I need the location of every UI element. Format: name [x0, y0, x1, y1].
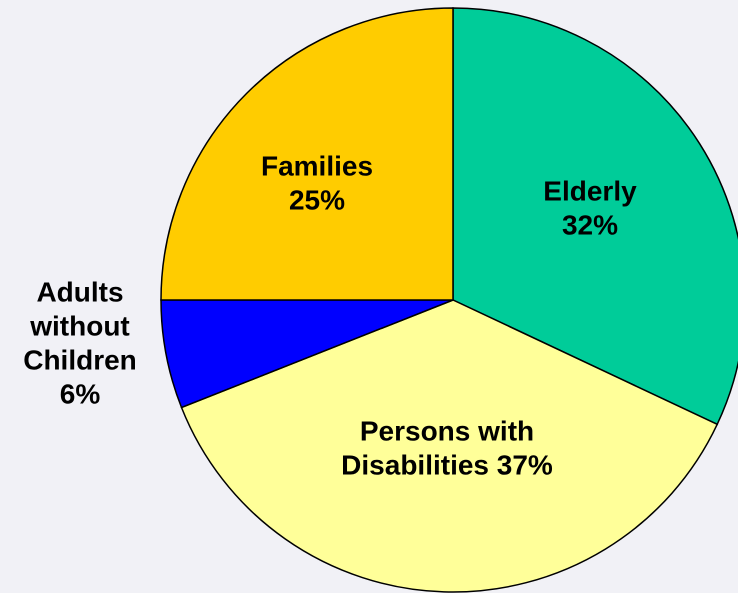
- pie-label-line: Elderly: [543, 175, 637, 206]
- pie-label-persons-with-disabilities: Persons with Disabilities 37%: [341, 415, 553, 480]
- pie-label-line: Adults: [36, 276, 123, 307]
- pie-label-line: Families: [261, 150, 373, 181]
- pie-labels: Elderly 32% Persons with Disabilities 37% Ad…: [23, 150, 637, 480]
- pie-slice-families: [160, 7, 454, 301]
- pie-slices: [160, 7, 738, 593]
- pie-label-line: 25%: [289, 184, 345, 215]
- pie-label-adults-without-children: Adults without Children 6%: [23, 276, 137, 409]
- pie-label-elderly: Elderly 32%: [543, 175, 637, 240]
- pie-label-line: 32%: [562, 209, 618, 240]
- pie-label-line: Children: [23, 344, 137, 375]
- pie-slice-elderly: [452, 7, 738, 426]
- pie-label-line: Persons with: [360, 415, 534, 446]
- pie-slice-persons-with-disabilities: [180, 299, 719, 593]
- pie-label-line: without: [29, 310, 130, 341]
- pie-label-line: 6%: [60, 378, 101, 409]
- pie-label-families: Families 25%: [261, 150, 373, 215]
- pie-label-line: Disabilities 37%: [341, 449, 553, 480]
